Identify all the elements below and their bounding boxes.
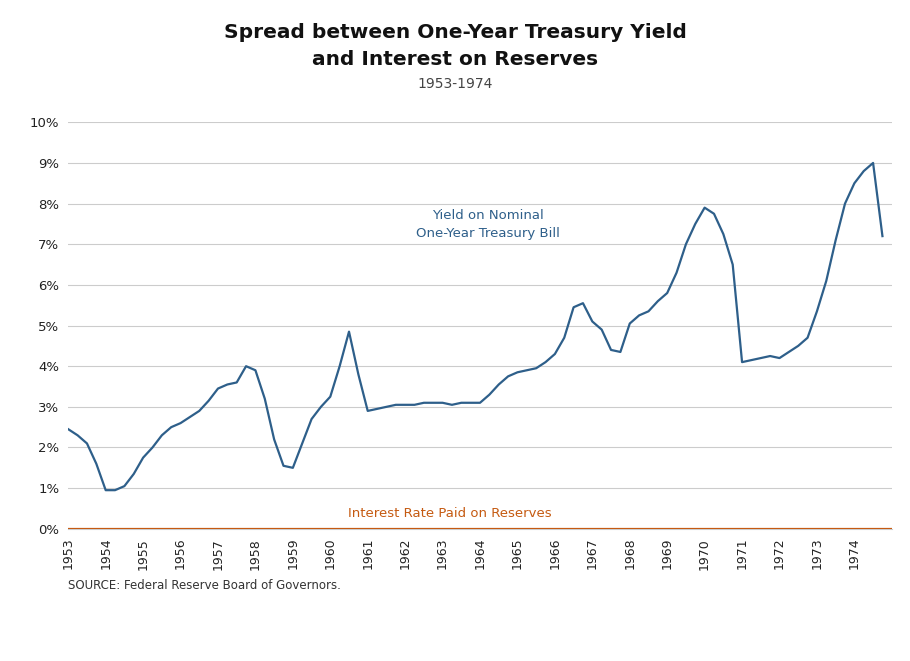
- Text: St. Louis: St. Louis: [308, 629, 385, 643]
- Text: 1953-1974: 1953-1974: [418, 77, 492, 91]
- Text: F: F: [16, 629, 27, 643]
- Text: Yield on Nominal
One-Year Treasury Bill: Yield on Nominal One-Year Treasury Bill: [416, 209, 560, 240]
- Text: Interest Rate Paid on Reserves: Interest Rate Paid on Reserves: [349, 507, 551, 520]
- Text: EDERAL  R: EDERAL R: [16, 629, 95, 642]
- Text: Federal Reserve Bank: Federal Reserve Bank: [16, 629, 200, 643]
- Text: Spread between One-Year Treasury Yield: Spread between One-Year Treasury Yield: [224, 23, 686, 42]
- Text: and Interest on Reserves: and Interest on Reserves: [312, 50, 598, 69]
- Text: SOURCE: Federal Reserve Board of Governors.: SOURCE: Federal Reserve Board of Governo…: [68, 578, 341, 592]
- Text: of: of: [278, 629, 292, 643]
